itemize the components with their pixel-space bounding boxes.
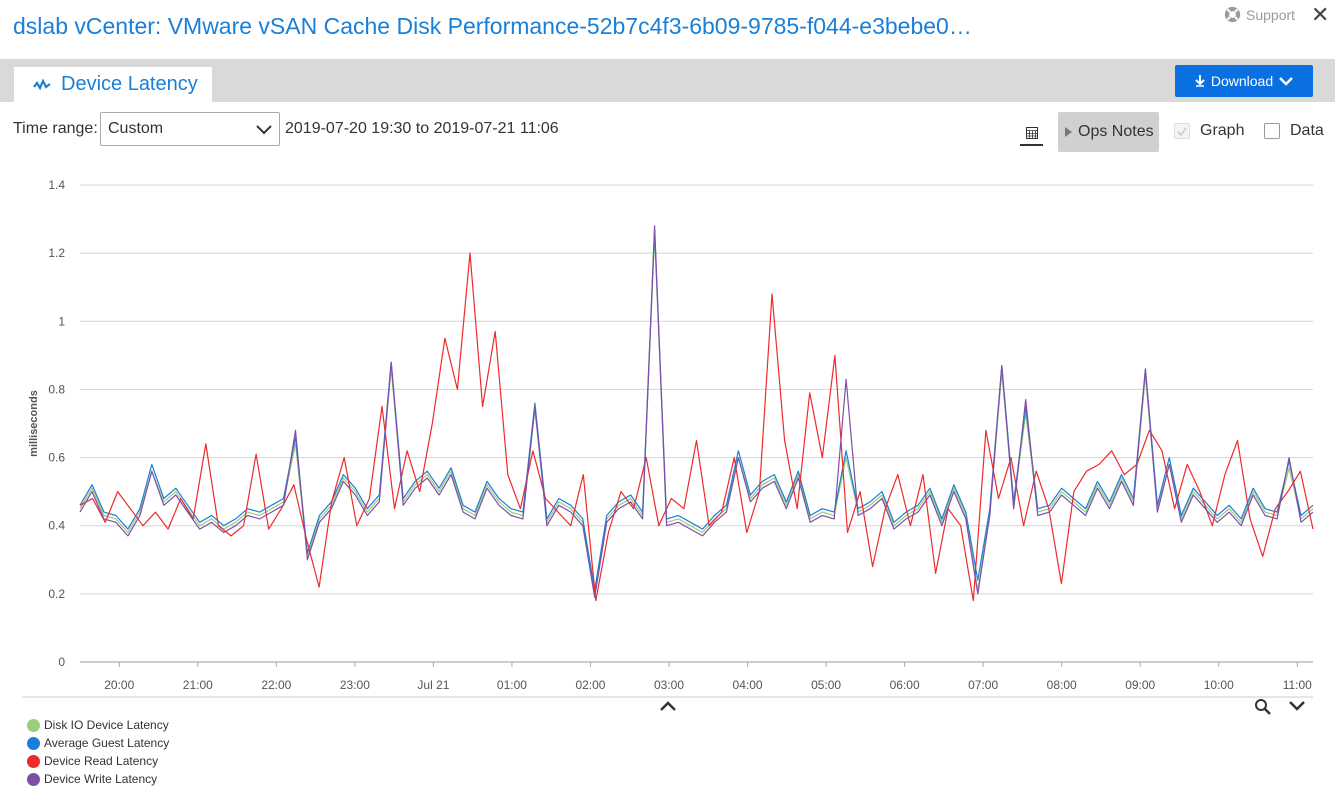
legend: Disk IO Device Latency Average Guest Late… (27, 716, 169, 788)
x-tick-label: 21:00 (183, 678, 213, 692)
x-tick-label: 20:00 (104, 678, 134, 692)
legend-label: Average Guest Latency (44, 736, 170, 750)
y-tick-label: 1 (58, 314, 65, 328)
legend-swatch (27, 754, 40, 768)
latency-chart: 0 0.2 0.4 0.6 0.8 1 1.2 1.4 milliseconds 20:00 21:… (22, 178, 1314, 698)
tab-bar: Device Latency Download (0, 59, 1335, 102)
chevron-down-icon (1279, 77, 1294, 86)
download-label: Download (1210, 73, 1274, 89)
magnifier-icon[interactable] (1254, 698, 1272, 716)
time-range-value: Custom (108, 120, 164, 137)
checkbox-checked-icon (1174, 123, 1190, 139)
legend-label: Disk IO Device Latency (44, 718, 169, 732)
legend-swatch (27, 772, 40, 786)
x-tick-label: 08:00 (1047, 678, 1077, 692)
legend-item[interactable]: Device Read Latency (27, 752, 169, 770)
ops-notes-button[interactable]: Ops Notes (1058, 112, 1159, 152)
graph-label: Graph (1200, 122, 1245, 139)
x-tick-label: 10:00 (1204, 678, 1234, 692)
series-line (79, 252, 1314, 602)
data-label: Data (1290, 122, 1324, 139)
download-button[interactable]: Download (1175, 65, 1313, 97)
y-axis-label: milliseconds (28, 390, 40, 457)
y-tick-label: 1.4 (48, 178, 65, 192)
x-tick-label: 04:00 (733, 678, 763, 692)
x-tick-label: 09:00 (1125, 678, 1155, 692)
legend-item[interactable]: Disk IO Device Latency (27, 716, 169, 734)
support-label: Support (1246, 6, 1296, 23)
graph-checkbox[interactable]: Graph (1174, 122, 1244, 140)
series-line (79, 225, 1314, 598)
y-tick-label: 0 (58, 655, 65, 669)
x-tick-label: 23:00 (340, 678, 370, 692)
legend-swatch (27, 718, 40, 732)
close-icon[interactable]: ✕ (1311, 2, 1330, 27)
time-range-label: Time range: (13, 120, 98, 137)
x-tick-label: 22:00 (261, 678, 291, 692)
y-tick-label: 0.2 (48, 587, 65, 601)
legend-label: Device Read Latency (44, 754, 159, 768)
legend-item[interactable]: Average Guest Latency (27, 734, 169, 752)
x-tick-label: 02:00 (575, 678, 605, 692)
chevron-down-icon[interactable] (1288, 700, 1306, 712)
x-tick-label: 07:00 (968, 678, 998, 692)
series-line (79, 235, 1314, 595)
time-range-select[interactable]: Custom (100, 112, 280, 146)
tab-device-latency[interactable]: Device Latency (14, 67, 212, 102)
y-tick-label: 0.8 (48, 382, 65, 396)
legend-item[interactable]: Device Write Latency (27, 770, 169, 788)
y-tick-label: 0.6 (48, 451, 65, 465)
series-line (79, 228, 1314, 591)
x-tick-label: 01:00 (497, 678, 527, 692)
date-range-text: 2019-07-20 19:30 to 2019-07-21 11:06 (285, 120, 559, 137)
checkbox-empty-icon (1264, 123, 1280, 139)
tab-label: Device Latency (61, 73, 198, 95)
x-tick-label: 06:00 (890, 678, 920, 692)
y-tick-label: 1.2 (48, 246, 65, 260)
y-tick-label: 0.4 (48, 519, 65, 533)
legend-label: Device Write Latency (44, 772, 158, 786)
lifebuoy-icon (1224, 6, 1241, 23)
x-tick-label: 03:00 (654, 678, 684, 692)
ops-notes-label: Ops Notes (1078, 123, 1154, 140)
chevron-down-icon (256, 125, 272, 135)
x-tick-label: Jul 21 (417, 678, 449, 692)
calendar-icon (1025, 126, 1038, 139)
activity-icon (33, 78, 51, 90)
caret-right-icon (1065, 127, 1072, 137)
support-link[interactable]: Support (1224, 6, 1295, 23)
chevron-up-icon[interactable] (659, 700, 677, 712)
data-checkbox[interactable]: Data (1264, 122, 1324, 140)
x-tick-label: 11:00 (1283, 678, 1312, 692)
x-tick-label: 05:00 (811, 678, 841, 692)
legend-swatch (27, 736, 40, 750)
page-title: dslab vCenter: VMware vSAN Cache Disk Pe… (13, 13, 972, 39)
calendar-button[interactable] (1020, 120, 1043, 146)
download-arrow-icon (1195, 75, 1205, 87)
